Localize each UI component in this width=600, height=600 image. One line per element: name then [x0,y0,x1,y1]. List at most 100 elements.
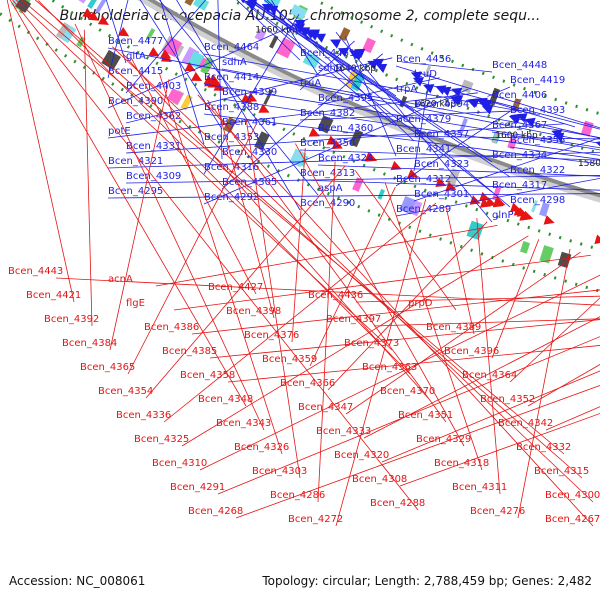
reverse-gene-arrow [407,168,419,179]
reverse-gene-label-leader [130,57,257,295]
forward-gene-label-leader [395,65,600,129]
forward-gene-label-leader [221,98,600,156]
forward-gene-label: Bcen_4322 [510,165,565,176]
reverse-gene-label: Bcen_4268 [188,506,243,517]
reverse-gene-label-leader [209,319,600,359]
reverse-gene-arrow [258,103,270,113]
reverse-gene-label: Bcen_4389 [426,322,481,333]
feature-block [531,200,538,213]
feature-block [223,116,237,134]
forward-gene-label: Bcen_4419 [510,75,565,86]
tick-label: 1580 kbp [578,159,600,169]
forward-gene-label: Bcen_4356 [510,135,565,146]
reverse-gene-arrow [59,0,73,3]
forward-gene-arrow [329,39,342,49]
forward-gene-arrow [294,19,306,29]
feature-block [180,94,193,111]
reverse-gene-label-leader [509,297,600,383]
reverse-gene-label-leader [83,29,93,327]
reverse-gene-label-leader [235,385,600,519]
forward-gene-label-leader [107,0,129,79]
forward-gene-label: Bcen_4292 [204,192,259,203]
feature-block [166,88,184,105]
reverse-gene-arrow [159,49,172,59]
feature-block [338,27,351,42]
forward-gene-arrow [410,71,423,81]
reverse-gene-label-leader [191,289,600,335]
reverse-gene-label: Bcen_4348 [198,394,253,405]
feature-block [163,36,183,58]
forward-gene-label: Bcen_4379 [396,114,451,125]
reverse-gene-label-leader [127,124,257,375]
reverse-gene-label-leader [199,274,600,471]
feature-block [95,0,108,14]
forward-gene-label-leader [250,0,493,163]
forward-gene-label-leader [203,83,600,149]
forward-gene-label-leader [247,0,511,178]
forward-gene-arrow [595,140,600,150]
forward-gene-label: Bcen_4367 [492,120,547,131]
feature-block [61,25,77,44]
reverse-gene-label-leader [15,0,393,351]
forward-gene-label-leader [317,164,600,177]
forward-gene-label: sdhB [318,63,343,74]
forward-gene-label-leader [125,0,207,94]
forward-gene-arrow [435,85,447,95]
forward-gene-label-leader [317,134,600,140]
forward-gene-label: sdhA [222,57,247,68]
reverse-gene-label: Bcen_4329 [416,434,471,445]
reverse-gene-label: Bcen_4336 [116,410,171,421]
forward-gene-label-leader [413,137,600,202]
reverse-gene-arrow [594,234,600,245]
feature-block [302,52,321,69]
feature-block [192,0,210,11]
forward-gene-label: Bcen_4415 [108,66,163,77]
forward-gene-arrow [467,98,479,109]
reverse-gene-label: Bcen_4354 [98,386,153,397]
reverse-gene-label: Bcen_4421 [26,290,81,301]
forward-gene-label: Bcen_4388 [204,102,259,113]
forward-gene-label-leader [317,77,440,106]
feature-block [491,185,502,201]
reverse-gene-label-leader [476,218,501,495]
forward-gene-label: glnP [492,210,514,221]
reverse-gene-label-leader [173,254,591,311]
forward-gene-label-leader [125,175,600,184]
forward-gene-label: Bcen_4448 [492,60,547,71]
forward-gene-arrow [450,95,462,106]
reverse-gene-label-leader [121,51,429,399]
reverse-gene-label: Bcen_4386 [144,322,199,333]
forward-gene-label-leader [299,110,527,121]
forward-gene-label: potE [108,126,131,137]
tick-label: 1660 kbp [255,26,298,36]
forward-gene-label: Bcen_4313 [300,168,355,179]
reverse-gene-label: Bcen_4359 [262,354,317,365]
reverse-gene-label-leader [517,248,571,519]
reverse-gene-arrow [522,210,534,221]
forward-gene-label: leuD [414,69,437,80]
reverse-gene-arrow [445,181,457,192]
feature-block [410,200,423,217]
forward-gene-label: Bcen_4290 [300,198,355,209]
feature-block [76,36,86,48]
reverse-gene-label: Bcen_4332 [516,442,571,453]
reverse-gene-label: Bcen_4351 [398,410,453,421]
forward-gene-label: Bcen_4317 [492,180,547,191]
reverse-gene-label-leader [399,413,600,487]
reverse-gene-arrow [82,8,94,18]
forward-gene-label: Bcen_4357 [414,129,469,140]
reverse-gene-label: Bcen_4325 [134,434,189,445]
reverse-gene-arrow [510,202,522,213]
forward-gene-label-leader [242,0,493,193]
forward-gene-label-leader [221,68,600,139]
reverse-gene-label: acnA [108,274,133,285]
forward-gene-label: Bcen_4341 [396,144,451,155]
feature-block [87,0,101,9]
forward-gene-label: Bcen_4350 [300,138,355,149]
forward-gene-label-leader [203,53,537,115]
forward-gene-label: Bcen_4406 [492,90,547,101]
reverse-gene-label: Bcen_4320 [334,450,389,461]
reverse-gene-label: flgE [126,298,145,309]
forward-gene-label: Bcen_4403 [126,81,181,92]
feature-block [254,131,270,151]
